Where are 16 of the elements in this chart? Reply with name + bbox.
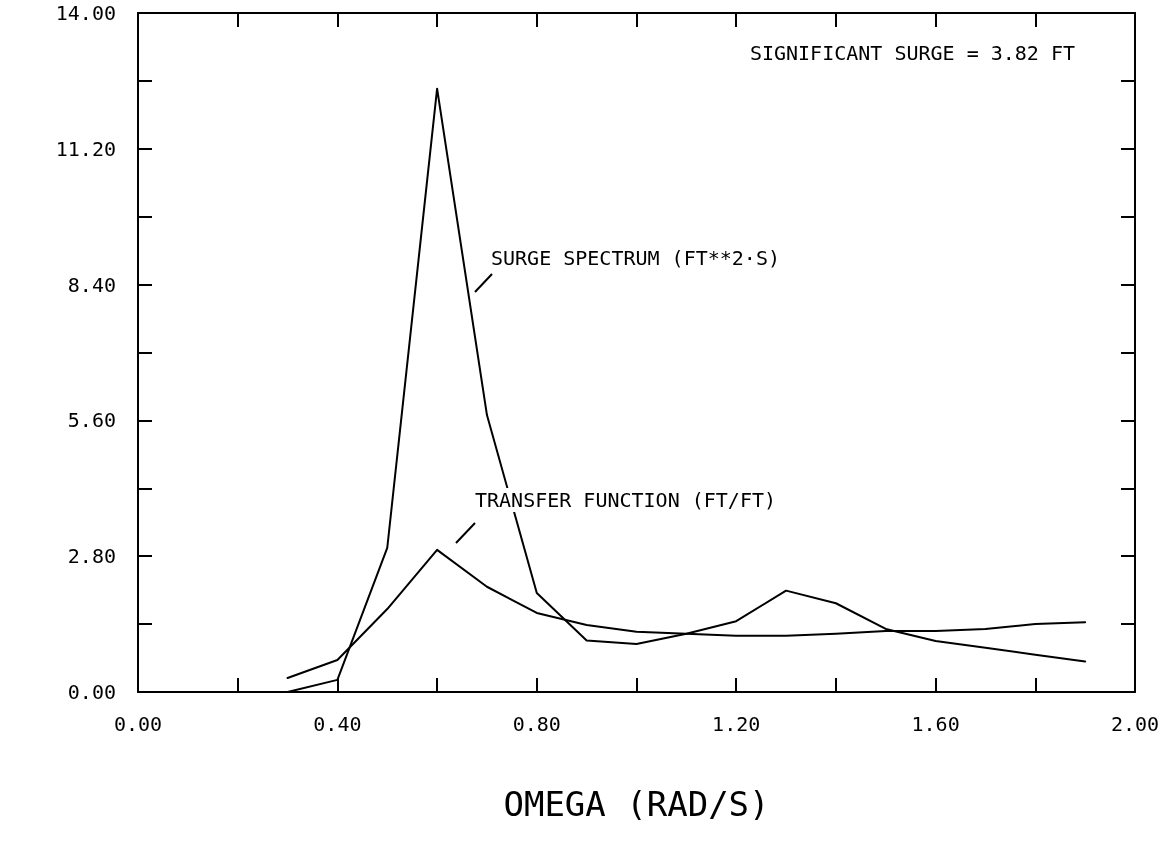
x-tick-label: 1.20 — [712, 712, 761, 736]
x-tick-label: 0.80 — [512, 712, 561, 736]
annotation: SIGNIFICANT SURGE = 3.82 FT — [749, 41, 1075, 65]
y-tick-label: 2.80 — [67, 544, 116, 569]
y-tick-label: 14.00 — [55, 1, 116, 25]
x-axis-title: OMEGA (RAD/S) — [503, 784, 770, 824]
x-tick-label: 1.60 — [911, 712, 960, 736]
y-tick-label: 5.60 — [67, 408, 116, 433]
y-tick-label: 8.40 — [67, 272, 116, 297]
x-tick-label: 0.40 — [313, 712, 362, 736]
annotation: TRANSFER FUNCTION (FT/FT) — [475, 488, 777, 512]
x-tick-label: 2.00 — [1110, 712, 1160, 736]
annotation: SURGE SPECTRUM (FT**2·S) — [491, 246, 780, 270]
y-tick-label: 0.00 — [67, 680, 116, 704]
y-tick-label: 11.20 — [55, 136, 116, 161]
x-tick-label: 0.00 — [113, 712, 163, 736]
